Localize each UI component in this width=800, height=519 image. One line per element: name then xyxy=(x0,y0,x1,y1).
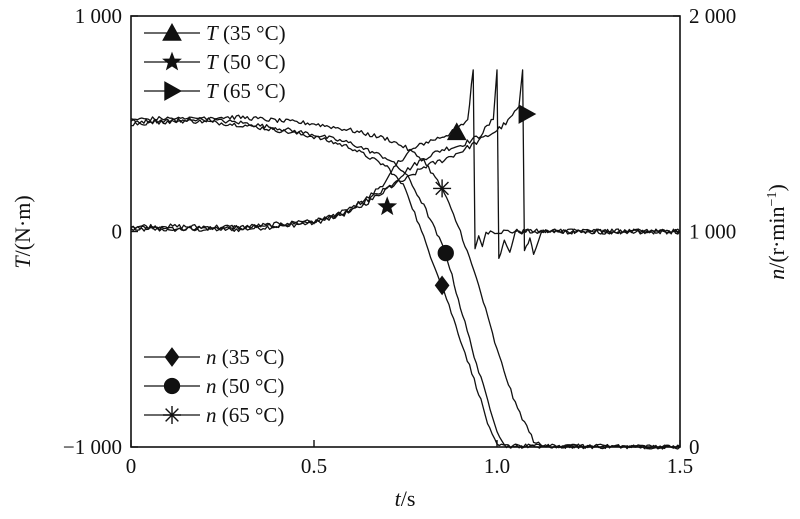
x-axis-label: t/s xyxy=(395,486,416,511)
legend-entry: T (35 °C) xyxy=(144,21,286,45)
y-left-tick-label: 0 xyxy=(112,220,123,244)
legend-entry: n (50 °C) xyxy=(144,374,284,398)
legend-label: T (35 °C) xyxy=(206,21,286,45)
x-tick-label: 0.5 xyxy=(301,454,327,478)
y-right-axis-label: n/(r·min−1) xyxy=(764,184,789,280)
marker-t-65-c xyxy=(518,104,537,124)
x-tick-label: 0 xyxy=(126,454,137,478)
legend-marker-triangle-right xyxy=(164,81,183,101)
legend-label: T (50 °C) xyxy=(206,50,286,74)
x-tick-label: 1.5 xyxy=(667,454,693,478)
markers-layer xyxy=(377,104,537,296)
legend-entry: n (65 °C) xyxy=(144,403,284,427)
legend-marker-diamond xyxy=(164,347,180,367)
legend-label: n (35 °C) xyxy=(206,345,284,369)
marker-t-50-c xyxy=(377,196,398,216)
x-tick-label: 1.0 xyxy=(484,454,510,478)
marker-n-35-c xyxy=(434,275,450,296)
series-line-n-35-c xyxy=(130,118,681,450)
y-left-tick-label: −1 000 xyxy=(63,435,122,459)
legend-marker-triangle-up xyxy=(162,22,182,41)
legend-label: T (65 °C) xyxy=(206,79,286,103)
legend-marker-asterisk xyxy=(163,406,181,424)
y-right-tick-label: 2 000 xyxy=(689,4,736,28)
y-right-tick-label: 0 xyxy=(689,435,700,459)
series-line-n-50-c xyxy=(130,116,681,450)
curves-layer xyxy=(130,69,681,450)
marker-n-50-c xyxy=(437,244,454,262)
series-line-n-65-c xyxy=(130,114,681,450)
legend-bottom: n (35 °C) n (50 °C) n (65 °C) xyxy=(144,345,284,427)
legend-entry: n (35 °C) xyxy=(144,345,284,369)
legend-marker-star xyxy=(162,51,182,71)
legend-marker-circle xyxy=(163,377,181,395)
y-left-axis-label: T/(N·m) xyxy=(10,195,35,268)
series-line-t-65-c xyxy=(130,69,681,256)
legend-label: n (50 °C) xyxy=(206,374,284,398)
legend-entry: T (65 °C) xyxy=(144,79,286,103)
legend-entry: T (50 °C) xyxy=(144,50,286,74)
series-line-t-50-c xyxy=(130,69,681,260)
marker-n-65-c xyxy=(433,179,452,198)
marker-t-35-c xyxy=(446,122,467,141)
y-right-tick-label: 1 000 xyxy=(689,220,736,244)
legend-label: n (65 °C) xyxy=(206,403,284,427)
legend-top: T (35 °C) T (50 °C) T (65 °C) xyxy=(144,21,286,103)
y-left-tick-label: 1 000 xyxy=(75,4,122,28)
